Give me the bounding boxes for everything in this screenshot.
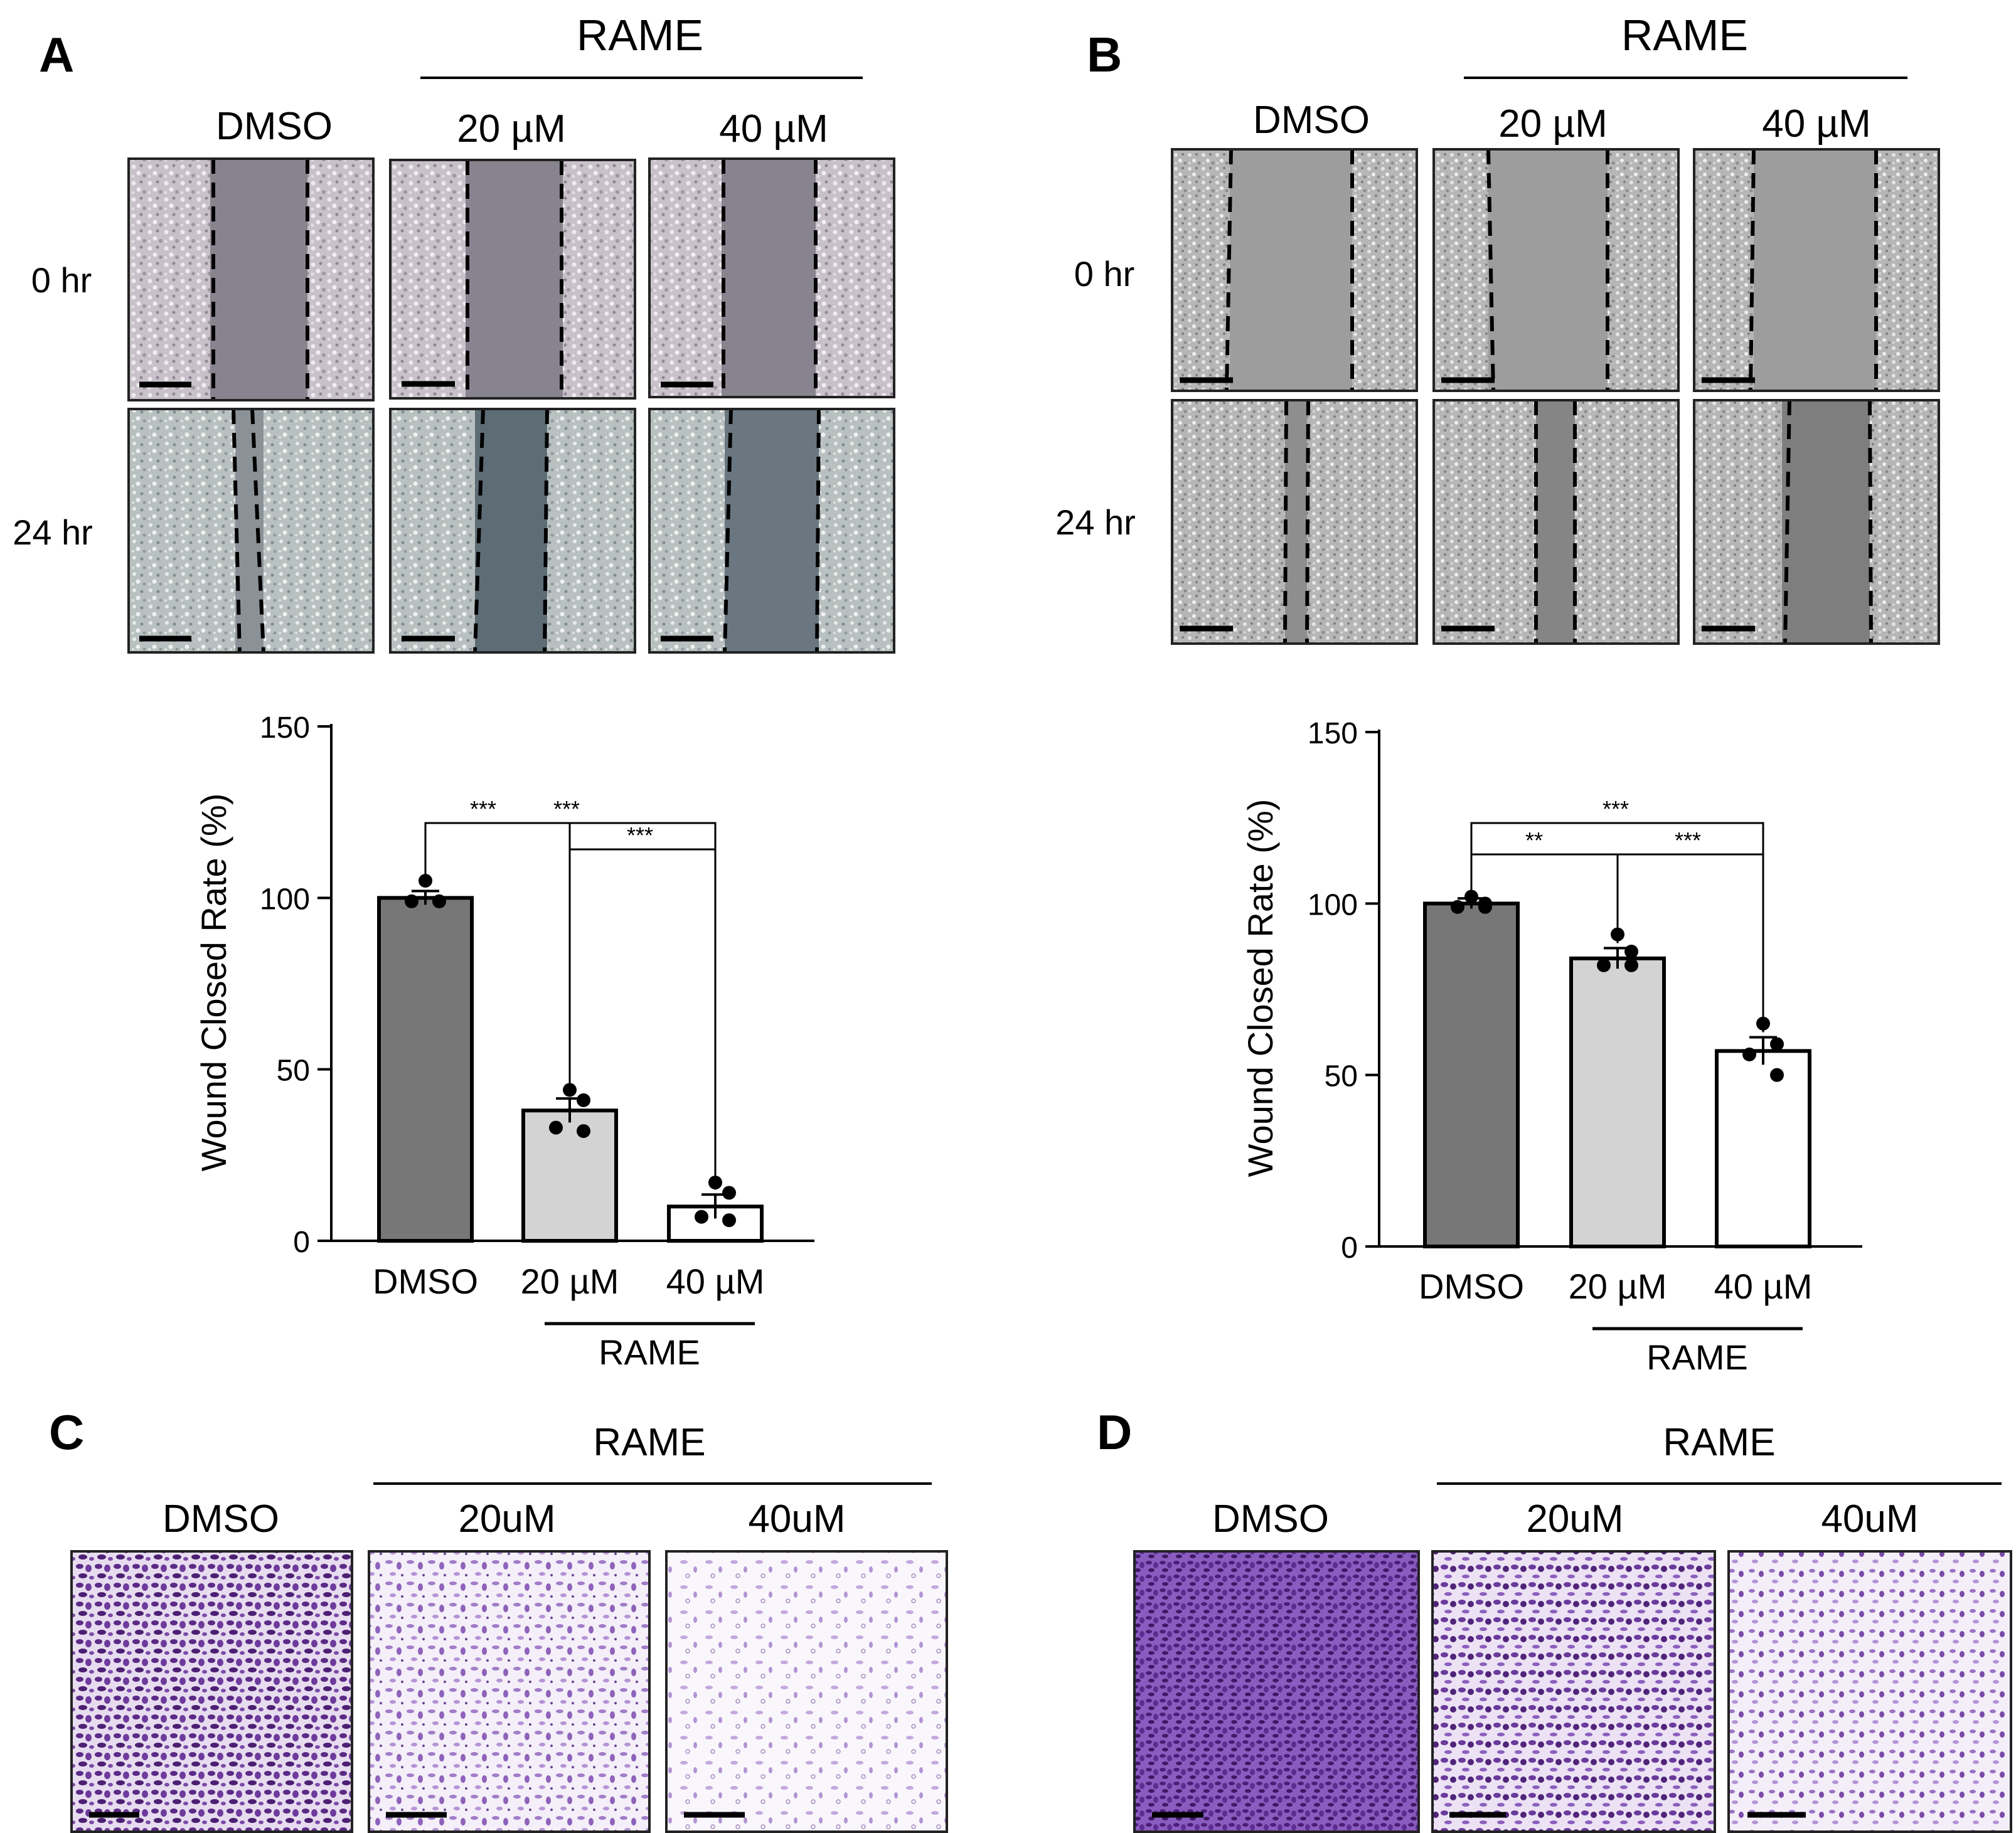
panel-a-row-0hr: 0 hr: [31, 260, 92, 300]
panel-d-image-40: [1727, 1550, 2012, 1833]
bar-1: [1569, 956, 1666, 1249]
data-point: [577, 1124, 590, 1139]
panel-b-image-20-0hr: [1432, 148, 1680, 392]
panel-b-image-dmso-0hr: [1171, 148, 1418, 392]
significance-label-0: ***: [470, 796, 496, 822]
y-tick-label: 150: [1308, 717, 1358, 750]
data-point: [1451, 900, 1464, 914]
data-point: [1770, 1068, 1784, 1082]
panel-b-row-0hr: 0 hr: [1074, 254, 1135, 294]
panel-c-image-20: [368, 1550, 651, 1833]
data-point: [577, 1093, 590, 1107]
panel-b-row-24hr: 24 hr: [1055, 502, 1136, 542]
panel-a-col-20: 20 µM: [457, 107, 566, 151]
chart-a-y-label: Wound Closed Rate (%): [194, 794, 233, 1172]
significance-label-1: ***: [1603, 796, 1629, 822]
panel-b-image-40-0hr: [1693, 148, 1940, 392]
x-tick-label-2: 40 µM: [1714, 1267, 1813, 1306]
panel-letter-d: D: [1097, 1405, 1132, 1460]
panel-d: D RAME DMSO 20uM 40uM: [1097, 1405, 2012, 1833]
data-point: [549, 1120, 563, 1135]
panel-letter-c: C: [49, 1405, 84, 1460]
data-point: [722, 1213, 736, 1228]
panel-c-group-label: RAME: [593, 1421, 705, 1464]
panel-c-col-dmso: DMSO: [163, 1497, 279, 1541]
panel-c-col-20: 20uM: [458, 1497, 555, 1541]
panel-d-group-label: RAME: [1663, 1421, 1775, 1464]
significance-bracket-2: [568, 848, 717, 1190]
chart-a-group-label: RAME: [599, 1332, 700, 1372]
panel-c-image-40: [665, 1550, 948, 1833]
chart-b-y-label: Wound Closed Rate (%): [1240, 799, 1280, 1177]
data-point: [722, 1186, 736, 1200]
panel-d-image-20: [1431, 1550, 1716, 1833]
panel-b: B RAME DMSO 20 µM 40 µM 0 hr 24 hr: [1055, 11, 1940, 645]
data-point: [695, 1209, 708, 1224]
panel-a-image-40-0hr: [648, 157, 895, 398]
panel-d-col-40: 40uM: [1821, 1497, 1918, 1541]
data-point: [1464, 890, 1478, 904]
y-tick-label: 100: [1308, 888, 1358, 922]
panel-letter-a: A: [39, 27, 74, 82]
significance-label-0: **: [1525, 827, 1543, 853]
panel-a-col-dmso: DMSO: [216, 105, 333, 148]
y-tick-label: 100: [260, 883, 310, 916]
panel-a-image-40-24hr: [648, 408, 895, 654]
panel-letter-b: B: [1087, 27, 1122, 82]
panel-c-image-dmso: [70, 1550, 353, 1833]
panel-a: A RAME DMSO 20 µM 40 µM 0 hr 24 hr: [13, 11, 895, 654]
x-tick-label-1: 20 µM: [1569, 1267, 1667, 1306]
panel-d-col-dmso: DMSO: [1212, 1497, 1329, 1541]
significance-bracket-2: [1616, 853, 1764, 1033]
chart-a: 0 50 100 150 DMSO 20 µM 40 µM *** *** *** Wound…: [194, 711, 814, 1372]
panel-a-image-20-0hr: [389, 159, 636, 400]
panel-b-col-dmso: DMSO: [1253, 98, 1370, 142]
chart-b-group-label: RAME: [1646, 1337, 1748, 1377]
significance-label-1: ***: [553, 796, 580, 822]
panel-a-row-24hr: 24 hr: [13, 513, 93, 552]
y-tick-label: 0: [1341, 1231, 1358, 1265]
panel-d-col-20: 20uM: [1526, 1497, 1623, 1541]
y-tick-label: 150: [260, 711, 310, 745]
panel-b-image-dmso-24hr: [1171, 399, 1418, 645]
y-tick-label: 50: [277, 1055, 310, 1088]
bar-0: [377, 896, 474, 1243]
x-tick-label-2: 40 µM: [666, 1262, 765, 1301]
panel-b-col-20: 20 µM: [1498, 102, 1608, 146]
x-tick-label-0: DMSO: [373, 1262, 478, 1301]
panel-c-col-40: 40uM: [748, 1497, 845, 1541]
significance-label-2: ***: [627, 822, 653, 848]
panel-c: C RAME DMSO 20uM 40uM: [49, 1405, 948, 1833]
data-point: [1770, 1037, 1784, 1051]
panel-a-image-dmso-0hr: [127, 157, 375, 401]
panel-a-col-40: 40 µM: [719, 107, 828, 151]
bar-1: [521, 1108, 618, 1243]
panel-b-image-40-24hr: [1693, 399, 1940, 645]
data-point: [1742, 1047, 1756, 1061]
panel-b-group-label: RAME: [1621, 11, 1748, 60]
bar-0: [1423, 901, 1520, 1249]
panel-a-image-dmso-24hr: [127, 408, 375, 654]
data-point: [1478, 900, 1492, 914]
x-tick-label-1: 20 µM: [521, 1262, 619, 1301]
y-tick-label: 0: [293, 1226, 310, 1259]
panel-b-image-20-24hr: [1432, 399, 1680, 645]
data-point: [1597, 958, 1611, 972]
significance-label-2: ***: [1675, 827, 1701, 853]
panel-d-image-dmso: [1133, 1550, 1420, 1833]
panel-b-col-40: 40 µM: [1762, 102, 1871, 146]
data-point: [432, 894, 446, 908]
data-point: [1624, 944, 1638, 959]
panel-a-image-20-24hr: [389, 408, 636, 654]
data-point: [405, 894, 419, 908]
x-tick-label-0: DMSO: [1419, 1267, 1524, 1306]
panel-a-group-label: RAME: [577, 11, 703, 60]
y-tick-label: 50: [1325, 1060, 1358, 1093]
bar-2: [1715, 1049, 1811, 1249]
data-point: [1624, 958, 1638, 972]
